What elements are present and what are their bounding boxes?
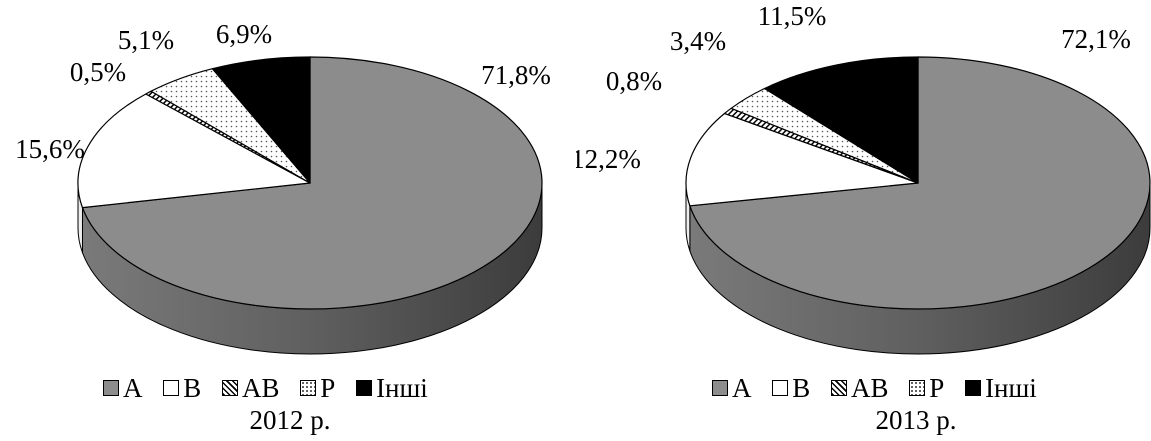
- legend-item-a: A: [103, 373, 143, 403]
- legend-label-b: B: [183, 373, 202, 403]
- legend-item-b: B: [772, 373, 810, 403]
- slice-label-other: 6,9%: [216, 19, 272, 49]
- legend-label-a: A: [123, 373, 143, 403]
- slice-label-a: 72,1%: [1061, 24, 1131, 54]
- legend-label-p: P: [929, 373, 945, 403]
- legend-label-a: A: [732, 373, 752, 403]
- slice-b: [77, 93, 311, 209]
- legend-item-ab: AB: [831, 373, 889, 403]
- legend-swatch-other: [356, 380, 373, 396]
- slice-a: [689, 56, 1151, 310]
- legend-swatch-p: [909, 380, 926, 396]
- slice-label-a: 71,8%: [481, 60, 551, 90]
- chart-caption-2013: 2013 р.: [875, 405, 957, 435]
- legend-item-b: B: [163, 373, 201, 403]
- chart-caption-2012: 2012 р.: [249, 405, 331, 435]
- slice-label-p: 5,1%: [118, 25, 174, 55]
- slice-label-p: 3,4%: [670, 26, 726, 56]
- slice-label-b: 15,6%: [15, 134, 85, 164]
- pie-chart-2013-svg: 72,1% 12,2% 0,8% 3,4% 11,5%: [576, 1, 1151, 355]
- legend-swatch-other: [965, 380, 982, 396]
- legend-swatch-a: [103, 380, 119, 396]
- slice-label-ab: 0,5%: [70, 57, 126, 87]
- slice-label-ab: 0,8%: [606, 66, 662, 96]
- legend-item-other: Інші: [965, 373, 1037, 403]
- legend-swatch-b: [163, 380, 180, 396]
- pie-chart-2012-svg: 71,8% 15,6% 0,5%5,1% 6,9%: [15, 19, 551, 355]
- pie-chart-2013: 72,1% 12,2% 0,8% 3,4% 11,5% A B AB P Інші 20…: [576, 0, 1151, 441]
- legend-swatch-p: [300, 380, 317, 396]
- legend-swatch-ab: [831, 380, 848, 396]
- legend-2013: A B AB P Інші: [712, 372, 1037, 403]
- legend-item-p: P: [300, 373, 335, 403]
- legend-label-b: B: [792, 373, 811, 403]
- legend-label-other: Інші: [985, 373, 1037, 403]
- legend-label-ab: AB: [242, 373, 280, 403]
- legend-label-other: Інші: [376, 373, 428, 403]
- slice-b: [685, 112, 919, 207]
- pie-chart-2012: 71,8% 15,6% 0,5% 5,1% 6,9% A B AB P Інші 201…: [0, 0, 575, 441]
- legend-label-p: P: [320, 373, 336, 403]
- slice-label-other: 11,5%: [758, 1, 827, 31]
- legend-swatch-ab: [222, 380, 239, 396]
- slice-label-b: 12,2%: [576, 144, 641, 174]
- legend-item-ab: AB: [222, 373, 280, 403]
- legend-label-ab: AB: [851, 373, 889, 403]
- legend-item-a: A: [712, 373, 752, 403]
- legend-2012: A B AB P Інші: [103, 372, 428, 403]
- legend-swatch-b: [772, 380, 789, 396]
- legend-item-p: P: [909, 373, 944, 403]
- slice-a: [81, 56, 543, 310]
- legend-swatch-a: [712, 380, 728, 396]
- legend-item-other: Інші: [356, 373, 428, 403]
- slice-other: [211, 56, 311, 184]
- slice-other: [763, 56, 919, 184]
